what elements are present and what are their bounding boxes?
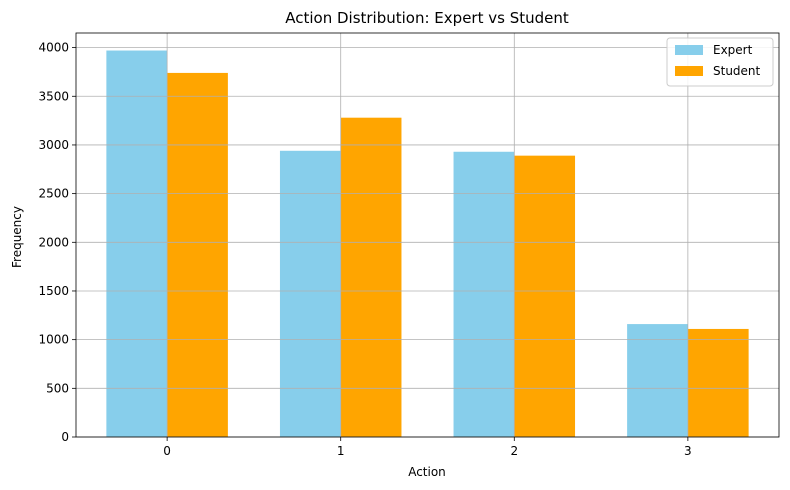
x-tick-label: 2 [510,444,518,458]
bars [106,50,749,438]
chart-title: Action Distribution: Expert vs Student [285,9,569,27]
grid-lines [76,33,779,438]
y-tick-label: 500 [46,381,69,395]
y-tick-label: 3000 [38,138,69,152]
bar-student-0 [167,72,228,437]
y-axis-label: Frequency [10,206,24,268]
x-axis-ticks: 0 1 2 3 [163,437,692,458]
bar-expert-2 [453,151,515,437]
legend-label-student: Student [713,64,761,78]
x-axis-label: Action [408,465,446,479]
legend: Expert Student [666,37,774,87]
bar-student-3 [687,328,749,437]
bar-expert-1 [279,150,341,437]
x-tick-label: 3 [684,444,692,458]
y-axis-ticks: 0 500 1000 1500 2000 2500 3000 3500 4000 [38,41,76,444]
y-tick-label: 0 [61,430,69,444]
y-tick-label: 4000 [38,41,69,55]
x-tick-label: 1 [337,444,345,458]
legend-swatch-expert [675,45,703,55]
bar-student-1 [340,117,402,438]
legend-swatch-student [675,66,703,76]
bar-expert-3 [627,324,688,437]
x-tick-label: 0 [163,444,171,458]
axes [75,32,780,438]
legend-label-expert: Expert [713,43,753,57]
plot-frame [75,32,780,438]
y-tick-label: 3500 [38,89,69,103]
bar-student-2 [514,155,576,437]
y-tick-label: 2500 [38,187,69,201]
y-tick-label: 2000 [38,235,69,249]
y-tick-label: 1000 [38,333,69,347]
bar-expert-0 [106,50,168,438]
y-tick-label: 1500 [38,284,69,298]
